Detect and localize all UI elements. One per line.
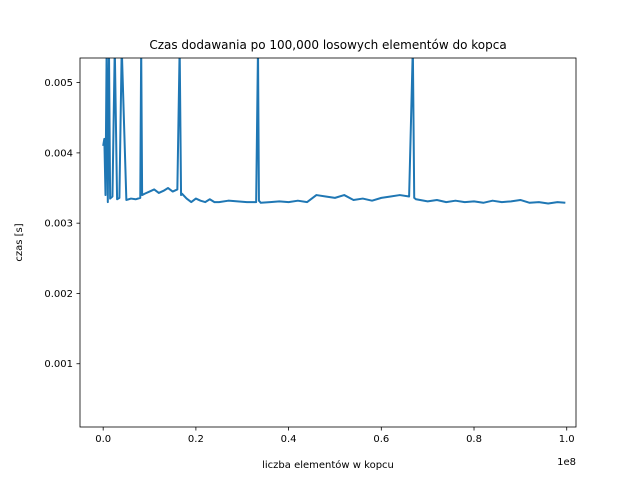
plot-frame: [79, 57, 577, 428]
x-tick-label: 0.8: [466, 434, 482, 445]
x-tick-label: 0.0: [95, 434, 111, 445]
x-axis-offset-label: 1e8: [557, 457, 576, 468]
x-tick-label: 1.0: [559, 434, 575, 445]
ticks-layer: 0.0 0.2 0.4 0.6 0.8 1.0 0.001 0.002 0.003 0.004 0.…: [44, 78, 574, 445]
x-tick-label: 0.2: [188, 434, 204, 445]
plot-area: [80, 58, 576, 427]
y-tick-label: 0.003: [44, 219, 73, 230]
chart-title: Czas dodawania po 100,000 losowych eleme…: [149, 38, 506, 52]
series-line-0: [102, 58, 566, 205]
y-tick-label: 0.005: [44, 78, 73, 89]
y-axis-label: czas [s]: [14, 223, 25, 261]
x-axis-label: liczba elementów w kopcu: [262, 459, 394, 471]
x-tick-label: 0.4: [281, 434, 297, 445]
y-tick-label: 0.004: [44, 148, 73, 159]
x-tick-label: 0.6: [373, 434, 389, 445]
series-layer: [102, 58, 566, 205]
y-tick-label: 0.002: [44, 289, 73, 300]
y-tick-label: 0.001: [44, 359, 73, 370]
